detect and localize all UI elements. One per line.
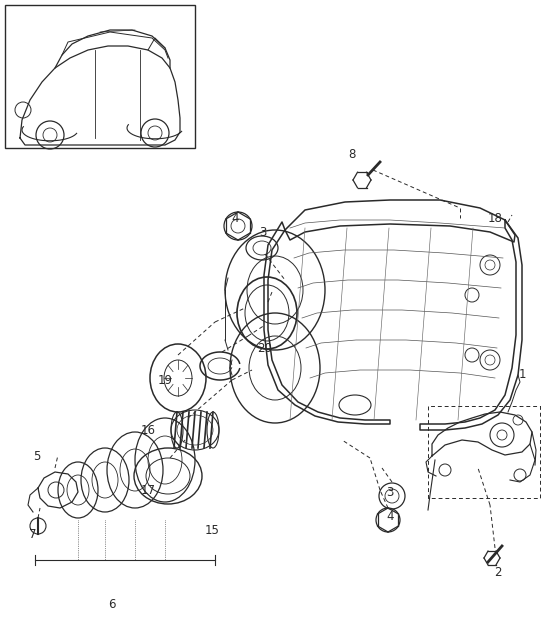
Text: 17: 17	[141, 484, 155, 497]
Text: 3: 3	[259, 227, 267, 239]
Text: 8: 8	[348, 148, 356, 161]
Text: 1: 1	[518, 367, 526, 381]
Text: 4: 4	[386, 509, 393, 522]
Text: 7: 7	[29, 528, 37, 541]
Text: 4: 4	[231, 212, 239, 224]
Text: 19: 19	[158, 374, 173, 386]
Text: 15: 15	[204, 524, 220, 536]
Text: 5: 5	[33, 450, 41, 462]
Text: 6: 6	[108, 597, 116, 610]
Polygon shape	[55, 38, 162, 62]
Text: 16: 16	[141, 425, 155, 438]
Text: 3: 3	[386, 487, 393, 499]
Bar	[5, 5, 195, 148]
Text: 20: 20	[258, 342, 272, 355]
Text: 2: 2	[494, 565, 502, 578]
Text: 18: 18	[488, 212, 502, 224]
